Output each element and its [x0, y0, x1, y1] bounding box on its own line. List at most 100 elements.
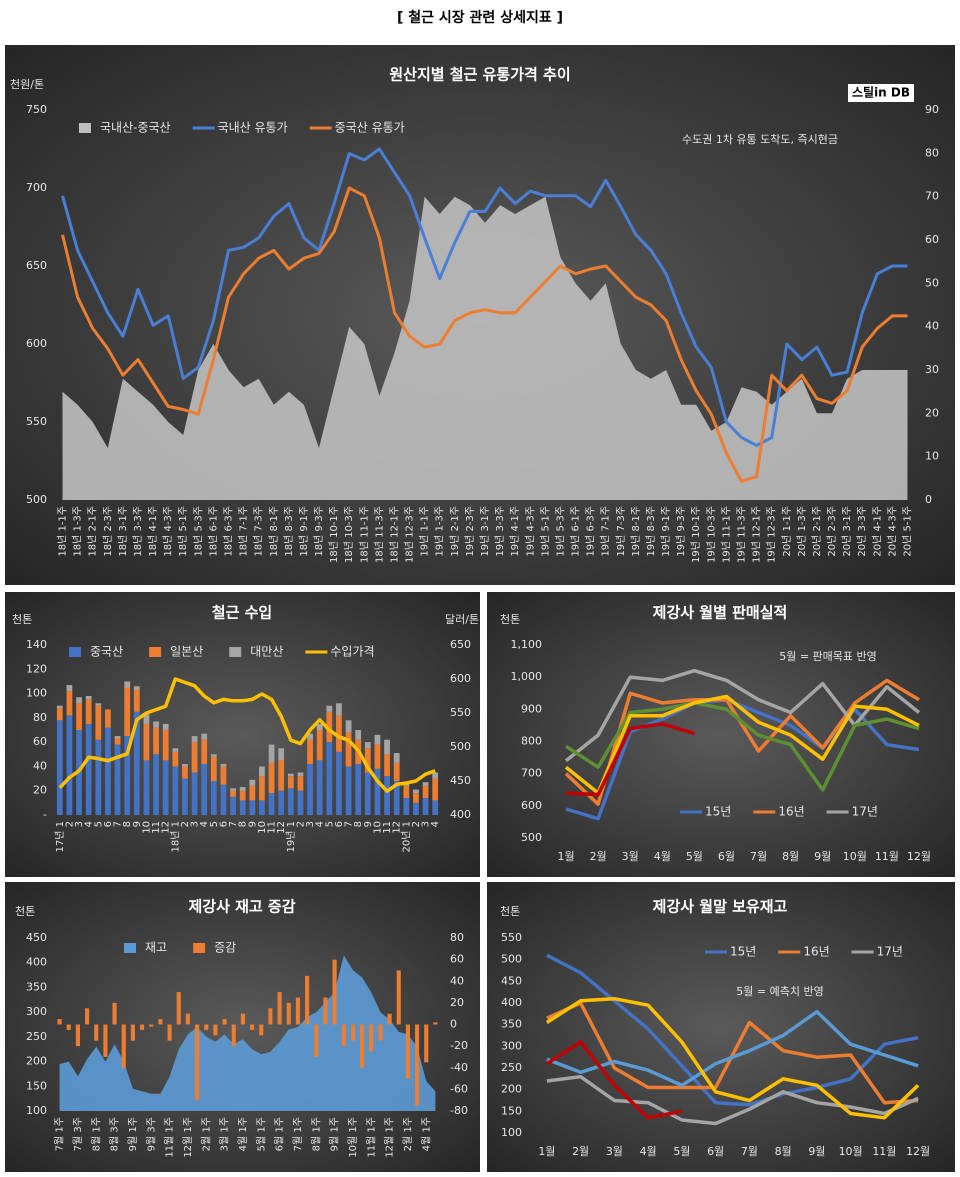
bar [191, 772, 198, 815]
x-tick-label: 20년 2-3주 [826, 506, 838, 557]
x-tick-label: 7월 [741, 1145, 758, 1158]
bar [433, 1022, 438, 1025]
x-tick-label: 4 [199, 821, 210, 827]
bar [384, 776, 390, 815]
x-tick-label: 7월 3주 [72, 1117, 84, 1151]
bar [278, 748, 285, 761]
x-tick-label: 18년 5-1주 [177, 506, 189, 557]
bar [332, 959, 337, 1025]
bar [403, 785, 410, 798]
x-tick-label: 12 [392, 821, 403, 834]
bar [307, 764, 313, 815]
bar [432, 778, 439, 801]
bar [172, 751, 179, 767]
x-tick-label: 5월 [686, 850, 703, 863]
bar [355, 730, 362, 740]
legend-swatch [69, 647, 81, 657]
x-tick-label: 6월 [718, 850, 735, 863]
y2-tick-label: 30 [925, 363, 939, 376]
x-tick-label: 19년 11-1주 [720, 506, 732, 563]
legend-label: 15년 [730, 945, 756, 959]
bar [326, 742, 333, 815]
bar [149, 1024, 154, 1027]
x-tick-label: 11월 1주 [164, 1117, 176, 1158]
bar [422, 782, 429, 786]
bar [424, 1024, 429, 1063]
x-tick-label: 19년 2-3주 [464, 506, 476, 557]
y-tick-label: 250 [501, 1061, 522, 1074]
legend-label: 15년 [705, 805, 731, 819]
bar [432, 772, 439, 779]
x-tick-label: 11 [267, 821, 278, 834]
bar [201, 764, 208, 815]
bar [143, 714, 150, 724]
bar [201, 739, 208, 764]
bar [249, 779, 256, 786]
y2-tick-label: 450 [450, 774, 471, 787]
x-tick-label: 2월 1주 [402, 1117, 414, 1151]
y-tick-label: 80 [33, 711, 47, 724]
y-tick-label: 400 [26, 956, 47, 969]
x-tick-label: 9월 3주 [145, 1117, 157, 1151]
x-tick-label: 19년 11-3주 [735, 506, 747, 563]
x-tick-label: 10월 [843, 850, 867, 863]
bar [220, 784, 227, 815]
bar [133, 686, 140, 690]
x-tick-label: 19년 12-1주 [751, 506, 763, 563]
y2-tick-label: 80 [450, 931, 464, 944]
line [545, 1040, 683, 1120]
bar [268, 793, 275, 815]
x-tick-label: 10월 1주 [347, 1117, 359, 1158]
x-tick-label: 6월 [707, 1145, 724, 1158]
x-tick-label: 18년 4-3주 [162, 506, 174, 557]
x-tick-label: 7 [113, 821, 124, 827]
bar [231, 1024, 236, 1047]
x-tick-label: 12월 [907, 850, 931, 863]
bar [57, 1019, 62, 1025]
x-tick-label: 18년 9-1주 [298, 506, 310, 557]
bar [172, 748, 179, 752]
x-tick-label: 19년 10-1주 [690, 506, 702, 563]
y-tick-label: 900 [521, 702, 542, 715]
x-tick-label: 19년 10-3주 [705, 506, 717, 563]
y2-tick-label: 60 [450, 953, 464, 966]
x-tick-label: 18년 6-1주 [207, 506, 219, 557]
x-tick-label: 5월 1주 [255, 1117, 267, 1151]
legend-label: 16년 [778, 805, 804, 819]
page-title: [ 철근 시장 관련 상세지표 ] [397, 9, 563, 26]
annotation: 수도권 1차 유통 도착도, 즉시현금 [682, 133, 838, 146]
x-tick-label: 18년 9-3주 [313, 506, 325, 557]
bar [259, 766, 265, 777]
y-tick-label: 650 [26, 259, 47, 272]
y2-tick-label: 550 [450, 706, 471, 719]
y2-tick-label: 40 [925, 320, 939, 333]
x-tick-label: 19년 1 [285, 821, 297, 852]
x-tick-label: 6월 1주 [274, 1117, 286, 1151]
bar [185, 1013, 190, 1025]
chart-title: 제강사 재고 증감 [188, 898, 295, 916]
y-tick-label: 600 [521, 799, 542, 812]
x-tick-label: 12 [276, 821, 287, 834]
bar [239, 800, 246, 815]
line [564, 668, 921, 763]
x-tick-label: 7 [344, 821, 355, 827]
legend-swatch [124, 943, 136, 953]
x-tick-label: 7월 1주 [54, 1117, 66, 1151]
x-tick-label: 4월 [654, 850, 671, 863]
x-tick-label: 4 [315, 821, 326, 827]
bar [201, 733, 208, 740]
x-tick-label: 3 [190, 821, 201, 827]
y2-tick-label: 50 [925, 276, 939, 289]
x-tick-label: 3 [421, 821, 432, 827]
bar [384, 739, 390, 755]
x-tick-label: 18년 10-1주 [328, 506, 340, 563]
bar [210, 754, 217, 757]
bar [114, 744, 121, 815]
x-tick-label: 10 [257, 821, 268, 834]
x-tick-label: 17년 1 [54, 821, 66, 852]
bar [133, 689, 140, 712]
x-tick-label: 9월 1주 [329, 1117, 341, 1151]
bar [393, 753, 400, 763]
x-tick-label: 20년 4-1주 [871, 506, 883, 557]
x-tick-label: 18년 1 [169, 821, 181, 852]
